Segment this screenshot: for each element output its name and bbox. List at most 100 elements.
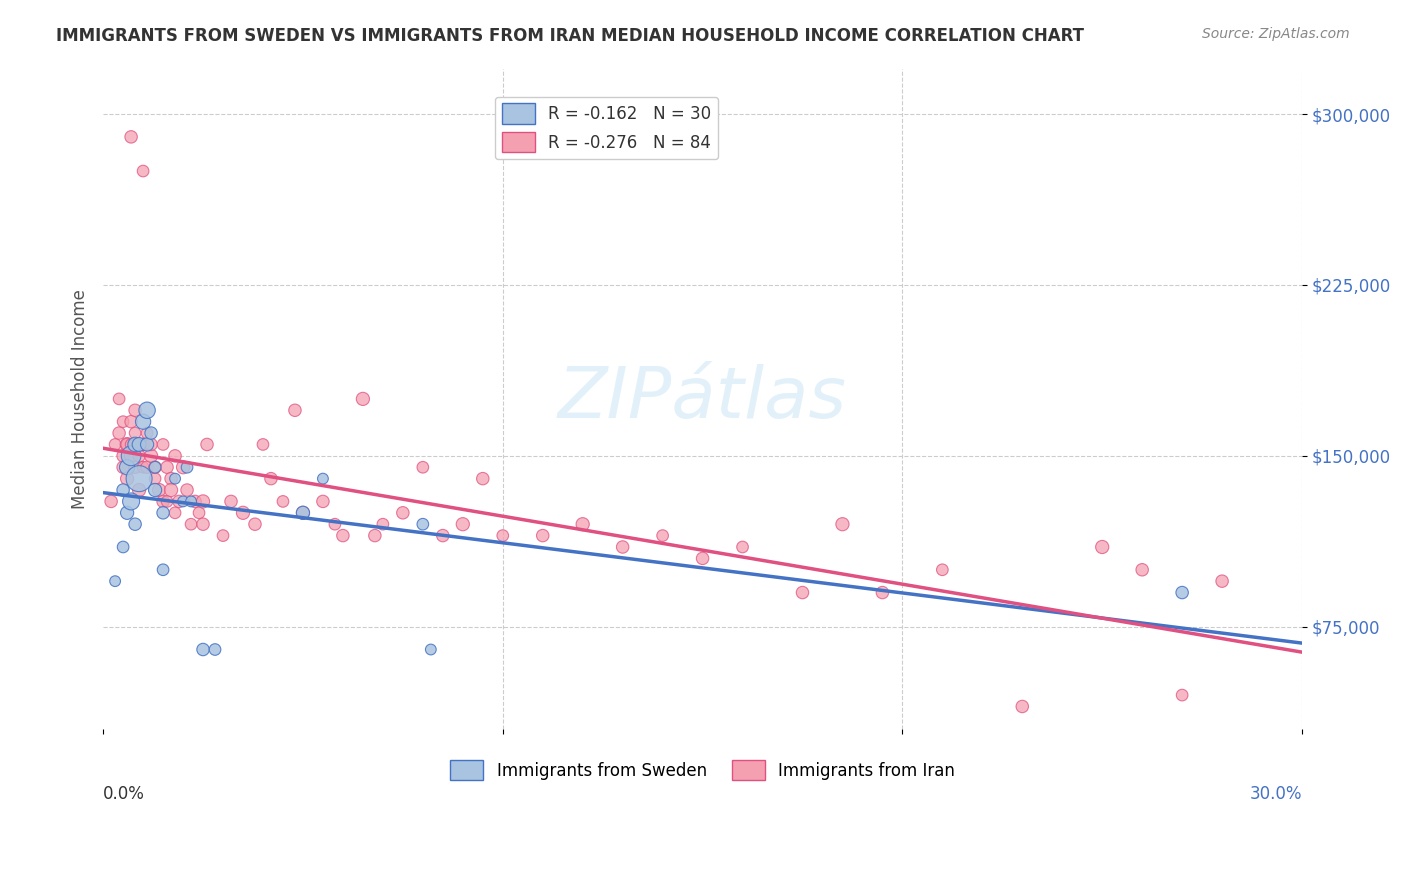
Point xyxy=(492,528,515,542)
Point xyxy=(1171,585,1194,599)
Text: 30.0%: 30.0% xyxy=(1250,786,1302,804)
Point xyxy=(165,472,187,486)
Text: 0.0%: 0.0% xyxy=(103,786,145,804)
Point xyxy=(531,528,554,542)
Point xyxy=(112,540,135,554)
Point xyxy=(180,517,202,532)
Point xyxy=(872,585,894,599)
Point xyxy=(152,494,174,508)
Point xyxy=(165,449,187,463)
Text: ZIPátlas: ZIPátlas xyxy=(558,365,846,434)
Point xyxy=(1011,699,1033,714)
Point xyxy=(104,437,127,451)
Point xyxy=(392,506,415,520)
Point xyxy=(124,403,146,417)
Point xyxy=(271,494,294,508)
Point xyxy=(323,517,346,532)
Point xyxy=(136,403,159,417)
Point xyxy=(364,528,387,542)
Point xyxy=(184,494,207,508)
Point xyxy=(792,585,814,599)
Point xyxy=(143,483,166,497)
Point xyxy=(352,392,374,406)
Point xyxy=(136,437,159,451)
Point xyxy=(172,494,194,508)
Point xyxy=(651,528,673,542)
Point xyxy=(471,472,494,486)
Point xyxy=(120,449,142,463)
Point xyxy=(115,437,138,451)
Point xyxy=(332,528,354,542)
Point xyxy=(132,164,155,178)
Legend: Immigrants from Sweden, Immigrants from Iran: Immigrants from Sweden, Immigrants from … xyxy=(443,754,962,787)
Point xyxy=(115,460,138,475)
Point xyxy=(132,437,155,451)
Point xyxy=(120,437,142,451)
Point xyxy=(1211,574,1233,589)
Point xyxy=(108,392,131,406)
Point xyxy=(1171,688,1194,702)
Point xyxy=(312,472,335,486)
Point xyxy=(139,425,162,440)
Point xyxy=(132,437,155,451)
Point xyxy=(124,517,146,532)
Point xyxy=(571,517,593,532)
Point xyxy=(112,415,135,429)
Point xyxy=(148,483,170,497)
Point xyxy=(167,494,190,508)
Point xyxy=(128,483,150,497)
Point xyxy=(204,642,226,657)
Point xyxy=(612,540,634,554)
Point xyxy=(212,528,235,542)
Point xyxy=(291,506,314,520)
Point xyxy=(1130,563,1153,577)
Point xyxy=(152,506,174,520)
Point xyxy=(124,437,146,451)
Point xyxy=(139,449,162,463)
Point xyxy=(120,415,142,429)
Point xyxy=(120,494,142,508)
Point xyxy=(104,574,127,589)
Point xyxy=(191,642,214,657)
Point xyxy=(132,460,155,475)
Point xyxy=(176,483,198,497)
Point xyxy=(284,403,307,417)
Point xyxy=(412,460,434,475)
Point xyxy=(112,460,135,475)
Point xyxy=(219,494,242,508)
Text: IMMIGRANTS FROM SWEDEN VS IMMIGRANTS FROM IRAN MEDIAN HOUSEHOLD INCOME CORRELATI: IMMIGRANTS FROM SWEDEN VS IMMIGRANTS FRO… xyxy=(56,27,1084,45)
Text: Source: ZipAtlas.com: Source: ZipAtlas.com xyxy=(1202,27,1350,41)
Point xyxy=(1091,540,1114,554)
Point xyxy=(124,460,146,475)
Point xyxy=(180,494,202,508)
Point xyxy=(831,517,853,532)
Point xyxy=(112,483,135,497)
Point xyxy=(156,494,179,508)
Point xyxy=(128,449,150,463)
Point xyxy=(291,506,314,520)
Point xyxy=(100,494,122,508)
Point xyxy=(176,460,198,475)
Point xyxy=(451,517,474,532)
Point xyxy=(692,551,714,566)
Point xyxy=(232,506,254,520)
Point xyxy=(120,449,142,463)
Point xyxy=(243,517,266,532)
Point xyxy=(139,437,162,451)
Point xyxy=(115,506,138,520)
Point xyxy=(128,472,150,486)
Point xyxy=(160,472,183,486)
Point xyxy=(152,563,174,577)
Y-axis label: Median Household Income: Median Household Income xyxy=(72,289,89,508)
Point xyxy=(136,460,159,475)
Point xyxy=(108,425,131,440)
Point xyxy=(188,506,211,520)
Point xyxy=(143,460,166,475)
Point xyxy=(128,437,150,451)
Point xyxy=(115,472,138,486)
Point xyxy=(124,425,146,440)
Point xyxy=(260,472,283,486)
Point xyxy=(124,437,146,451)
Point xyxy=(165,506,187,520)
Point xyxy=(112,449,135,463)
